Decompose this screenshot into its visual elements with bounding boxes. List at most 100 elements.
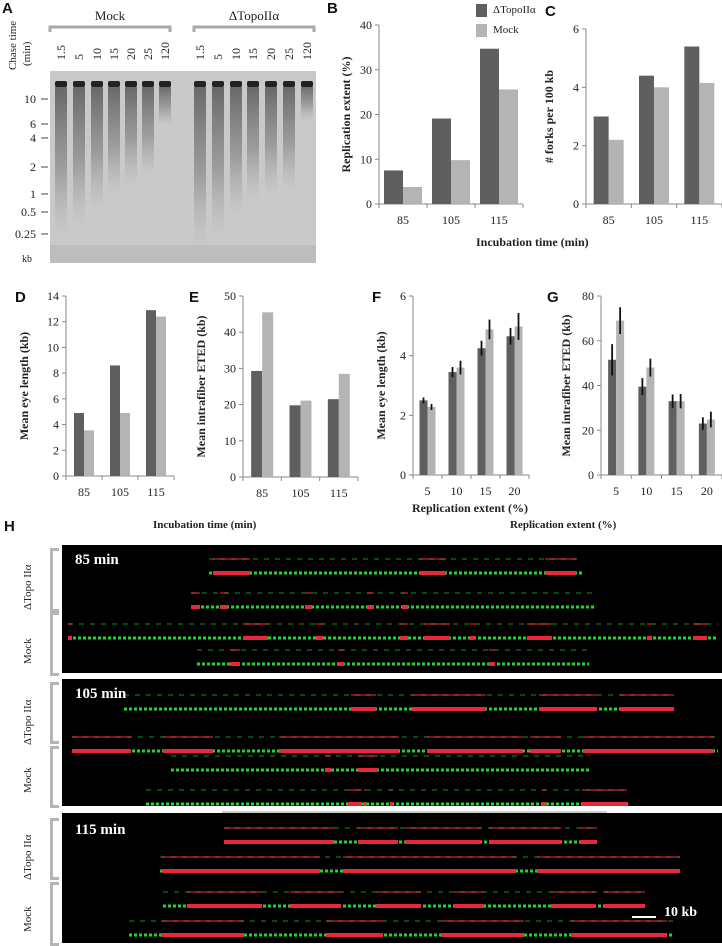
- bar-mock: [485, 329, 494, 475]
- chart-d: 0 2 4 6 8 10 12 14 85 105 115 Mean eye length (kb): [17, 289, 175, 499]
- x-tick-label: 115: [490, 213, 508, 227]
- fiber-red-segment: [542, 802, 546, 806]
- fiber-red-segment: [545, 571, 576, 575]
- well-band: [73, 81, 85, 87]
- lane-label: 120: [300, 42, 314, 60]
- lane-label: 5: [211, 54, 225, 60]
- dna-fiber: [171, 755, 590, 772]
- y-tick-label: 14: [47, 289, 59, 303]
- fiber-red-segment: [405, 840, 481, 844]
- x-tick-label: 15: [671, 484, 683, 498]
- group-label-115-topo: ΔTopo IIα: [22, 834, 34, 880]
- well-band: [247, 81, 259, 87]
- y-tick-label: 80: [582, 289, 594, 303]
- x-tick-label: 115: [330, 486, 348, 500]
- lane-label: 20: [264, 48, 278, 60]
- bar-mock: [699, 82, 715, 204]
- fiber-red-segment: [290, 904, 341, 908]
- dna-fiber: [129, 920, 673, 937]
- x-tick-label: 5: [613, 484, 619, 498]
- lane-label: 5: [72, 54, 86, 60]
- bar-mock: [706, 419, 715, 475]
- bar-mock: [156, 316, 166, 476]
- fiber-red-segment: [191, 605, 200, 609]
- lane-smear: [247, 85, 259, 200]
- fiber-red-segment: [647, 636, 652, 640]
- bar-mock: [403, 186, 422, 204]
- panel-label-h: H: [4, 518, 15, 535]
- lane-smear: [125, 85, 137, 185]
- y-tick-label: 0: [573, 197, 579, 211]
- lane-label: 15: [246, 48, 260, 60]
- legend: ΔTopoIIα Mock: [476, 3, 536, 37]
- x-tick-label: 115: [147, 485, 165, 499]
- x-tick-label: 85: [256, 486, 268, 500]
- bar-topo: [668, 401, 677, 475]
- size-marker-label: 0.5: [21, 205, 36, 219]
- group-label-115-mock: Mock: [22, 906, 34, 932]
- well-band: [301, 81, 313, 87]
- bar-topo: [593, 116, 609, 204]
- bracket-105-mock: [50, 746, 59, 808]
- fiber-section-85: [62, 545, 722, 673]
- fiber-red-segment: [489, 662, 495, 666]
- panel-label-a: A: [2, 0, 13, 17]
- fiber-red-segment: [358, 840, 398, 844]
- chart-b: 0 10 20 30 40 85 105 115 Replication extent (%): [339, 18, 524, 227]
- y-tick-label: 8: [53, 366, 59, 380]
- y-tick-label: 4: [400, 349, 406, 363]
- bar-topo: [251, 370, 263, 477]
- chart-e: 0 10 20 30 40 50 85 105 115 Mean intrafiber ETED …: [194, 289, 359, 500]
- well-band: [108, 81, 120, 87]
- bar-topo: [684, 46, 700, 204]
- shared-xlabel-bc: Incubation time (min): [476, 235, 589, 249]
- y-axis-label: Mean intrafiber ETED (kb): [559, 314, 573, 456]
- lane-smear: [108, 85, 120, 195]
- well-band: [212, 81, 224, 87]
- bracket-105-topo: [50, 682, 59, 744]
- y-tick-label: 60: [582, 334, 594, 348]
- y-tick-label: 6: [53, 392, 59, 406]
- well-band: [283, 81, 295, 87]
- y-tick-label: 2: [400, 408, 406, 422]
- y-axis-label: Mean eye length (kb): [374, 331, 388, 439]
- fiber-red-segment: [420, 571, 446, 575]
- mock-bracket: [48, 25, 172, 32]
- bracket-115-mock: [50, 882, 59, 946]
- lane-smear: [142, 85, 154, 175]
- chart-f: 0 2 4 6 5 10 15 20 Mean eye length (kb): [374, 289, 530, 498]
- fiber-red-segment: [390, 802, 393, 806]
- scale-bar-label: 10 kb: [664, 905, 698, 920]
- bar-topo: [432, 118, 451, 204]
- bar-topo: [110, 365, 120, 476]
- chart-g: 0 20 40 60 80 5 10 15 20 Mean intrafiber ETED (kb…: [559, 289, 722, 498]
- y-tick-label: 40: [360, 18, 372, 32]
- y-tick-label: 2: [53, 443, 59, 457]
- bar-mock: [451, 160, 470, 204]
- fiber-red-segment: [400, 636, 408, 640]
- fiber-red-segment: [402, 605, 408, 609]
- bar-mock: [616, 320, 625, 475]
- lane-smear: [55, 85, 67, 235]
- dna-fiber: [124, 694, 674, 711]
- dna-fiber: [146, 789, 628, 806]
- bar-topo: [638, 386, 647, 475]
- fiber-red-segment: [582, 802, 627, 806]
- y-tick-label: 30: [224, 361, 236, 375]
- panel-label-g: G: [547, 289, 559, 306]
- h-header-replication: Replication extent (%): [510, 519, 617, 531]
- fiber-red-segment: [539, 707, 597, 711]
- x-tick-label: 85: [78, 485, 90, 499]
- bar-topo: [146, 310, 156, 476]
- y-tick-label: 20: [360, 108, 372, 122]
- lane-smear: [283, 85, 295, 190]
- legend-item-topo: ΔTopoIIα: [476, 3, 536, 17]
- bar-mock: [676, 401, 685, 475]
- bar-topo: [327, 399, 339, 477]
- x-tick-label: 15: [480, 484, 492, 498]
- chase-time-unit: (min): [21, 41, 33, 66]
- x-tick-label: 85: [603, 213, 615, 227]
- bracket-85-mock: [50, 612, 59, 676]
- fiber-red-segment: [367, 605, 374, 609]
